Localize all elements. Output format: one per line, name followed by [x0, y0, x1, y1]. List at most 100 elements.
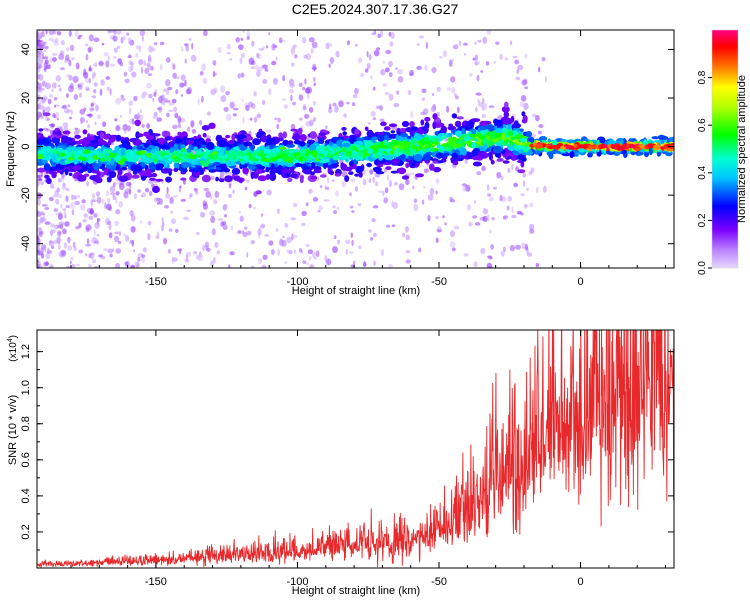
spectrogram-noise-cell [374, 181, 379, 187]
spectrogram-noise-cell [37, 192, 42, 200]
spectrogram-noise-cell [386, 174, 389, 181]
spectrogram-band-cell [309, 139, 314, 145]
spectrogram-noise-cell [37, 249, 41, 254]
spectrogram-noise-cell [41, 204, 48, 207]
spectrogram-noise-cell [346, 102, 350, 105]
spectrogram-noise-cell [229, 101, 235, 109]
spectrogram-noise-cell [177, 115, 182, 123]
spectrogram-noise-cell [220, 85, 226, 93]
spectrogram-noise-cell [481, 113, 486, 119]
spectrogram-noise-cell [239, 215, 244, 222]
spectrogram-noise-cell [118, 201, 123, 208]
spectrogram-noise-cell [435, 215, 439, 220]
spectrogram-noise-cell [480, 70, 484, 73]
spectrogram-noise-cell [444, 222, 447, 226]
spectrogram-noise-cell [308, 188, 313, 194]
spectrogram-band-cell [44, 174, 50, 179]
spectrogram-noise-cell [379, 30, 384, 38]
spectrogram-noise-cell [123, 35, 126, 40]
spectrogram-band-cell [107, 139, 112, 146]
spectrogram-noise-cell [179, 82, 185, 88]
spectrogram-band-cell [224, 175, 233, 182]
spectrogram-noise-cell [432, 93, 435, 96]
spectrogram-noise-cell [159, 41, 165, 46]
spectrogram-noise-cell [123, 71, 128, 77]
spectrogram-noise-cell [318, 205, 323, 210]
spectrogram-noise-cell [351, 102, 356, 107]
spectrogram-noise-cell [98, 62, 104, 65]
spectrogram-panel: -150 -100 -50 0 -40 -20 0 20 40 Height of strai… [5, 29, 675, 297]
spectrogram-noise-cell [474, 41, 477, 45]
spectrogram-band-cell [173, 167, 179, 172]
spectrogram-noise-cell [302, 105, 307, 111]
spectrogram-noise-cell [148, 54, 152, 62]
spectrogram-noise-cell [40, 217, 47, 223]
spectrogram-noise-cell [162, 237, 168, 245]
spectrogram-noise-cell [63, 211, 67, 215]
spectrogram-ridge-cell [327, 153, 332, 157]
spectrogram-noise-cell [62, 182, 66, 188]
spectrogram-ridge-cell [80, 157, 87, 162]
spectrogram-band-cell [135, 131, 140, 140]
spectrogram-band-cell [289, 173, 299, 178]
spectrogram-noise-cell [42, 30, 45, 34]
spectrogram-band-cell [390, 170, 400, 174]
spectrogram-noise-cell [184, 258, 190, 263]
spectrogram-noise-cell [275, 56, 278, 62]
spectrogram-ridge-cell [519, 137, 527, 142]
spectrogram-noise-cell [204, 241, 209, 248]
spectrogram-band-cell [496, 141, 500, 147]
spectrogram-noise-cell [38, 105, 45, 110]
spectrogram-noise-cell [367, 122, 371, 125]
spectrogram-noise-cell [463, 42, 468, 46]
spectrogram-band-cell [522, 115, 528, 123]
spectrogram-ridge-cell [96, 152, 103, 158]
spectrogram-noise-cell [394, 181, 398, 186]
spectrogram-noise-cell [211, 228, 216, 236]
spectrogram-noise-cell [167, 86, 173, 91]
spectrogram-band-cell [202, 132, 207, 138]
spectrogram-band-cell [441, 135, 447, 140]
spectrogram-noise-cell [186, 87, 192, 95]
spectrogram-noise-cell [94, 221, 100, 229]
spectrogram-noise-cell [154, 197, 158, 203]
spectrogram-band-cell [456, 116, 464, 120]
spectrogram-noise-cell [38, 227, 43, 230]
spectrogram-band-cell [413, 133, 422, 140]
spectrogram-noise-cell [329, 103, 332, 110]
spectrogram-band-cell [193, 138, 199, 145]
spectrogram-noise-cell [286, 249, 290, 254]
spectrogram-band-cell [95, 177, 103, 184]
spectrogram-noise-cell [376, 47, 381, 51]
spectrogram-noise-cell [128, 188, 132, 195]
spectrogram-noise-cell [61, 250, 67, 257]
spectrogram-noise-cell [245, 105, 250, 112]
spectrogram-noise-cell [166, 112, 170, 118]
snr-multiplier-base: (x10 [8, 342, 19, 362]
spectrogram-noise-cell [392, 202, 398, 209]
spectrogram-band-cell [566, 139, 576, 143]
spectrogram-noise-cell [486, 184, 490, 191]
spectrogram-noise-cell [379, 118, 385, 122]
spectrogram-noise-cell [253, 206, 256, 210]
spectrogram-noise-cell [210, 215, 216, 224]
spectrogram-band-cell [648, 147, 653, 156]
spectrogram-noise-cell [453, 225, 460, 230]
spectrogram-noise-cell [37, 236, 40, 241]
spectrogram-noise-cell [281, 239, 287, 247]
spectrogram-noise-cell [408, 89, 412, 96]
spectrogram-band-cell [138, 170, 148, 176]
spectrogram-y-ticks: -40 -20 0 20 40 [20, 43, 674, 252]
spectrogram-noise-cell [44, 221, 51, 225]
spectrogram-noise-cell [64, 221, 70, 227]
spectrogram-noise-cell [475, 92, 482, 96]
spectrogram-band-cell [121, 166, 128, 171]
spectrogram-noise-cell [90, 252, 94, 260]
colorbar-tick-label: 0.0 [697, 261, 708, 275]
spectrogram-noise-cell [410, 111, 414, 119]
spectrogram-noise-cell [514, 59, 519, 65]
spectrogram-noise-cell [446, 87, 451, 91]
spectrogram-noise-cell [380, 249, 385, 257]
spectrogram-band-cell [201, 174, 211, 183]
spectrogram-noise-cell [248, 101, 254, 108]
